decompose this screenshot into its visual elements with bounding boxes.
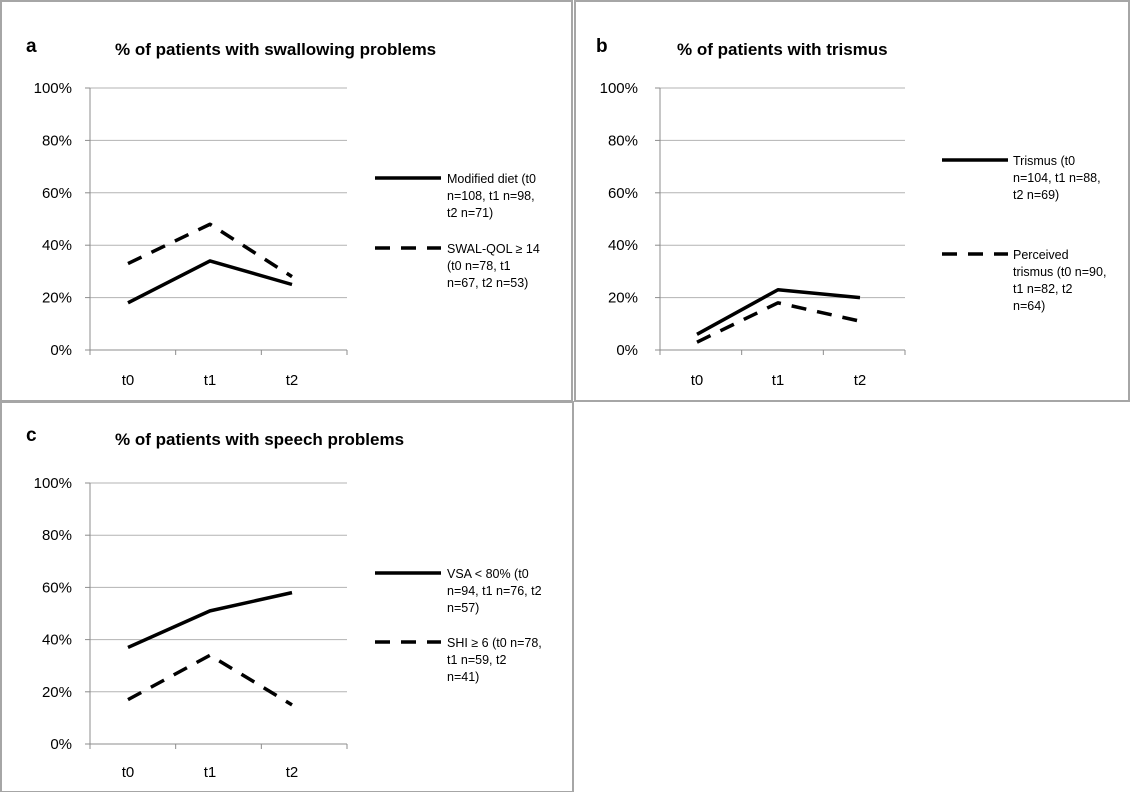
chart-title: % of patients with speech problems — [115, 430, 404, 449]
chart-title: % of patients with trismus — [677, 40, 888, 59]
legend-entry: Perceived trismus (t0 n=90, t1 n=82, t2 n=6… — [1013, 248, 1106, 313]
panel-b: b % of patients with trismus 0% 20% 40% 60% 80… — [574, 0, 1130, 402]
legend-line: SHI ≥ 6 (t0 n=78, — [447, 636, 542, 650]
y-tick-label: 60% — [42, 185, 72, 202]
legend-line: Perceived — [1013, 248, 1069, 262]
legend-line: trismus (t0 n=90, — [1013, 265, 1106, 279]
legend-line: Trismus (t0 — [1013, 154, 1075, 168]
legend-entry: VSA < 80% (t0 n=94, t1 n=76, t2 n=57) — [447, 567, 542, 615]
y-tick-label: 0% — [50, 342, 72, 359]
panel-letter: a — [26, 36, 37, 57]
x-tick-label: t2 — [854, 372, 867, 389]
y-tick-label: 80% — [42, 132, 72, 149]
legend-line: t2 n=69) — [1013, 188, 1059, 202]
panel-frame — [574, 0, 1130, 402]
series-line-solid — [127, 590, 293, 650]
panel-frame — [0, 401, 574, 792]
y-tick-label: 100% — [34, 475, 72, 492]
x-tick-label: t0 — [691, 372, 704, 389]
y-tick-label: 0% — [616, 342, 638, 359]
legend-line: n=104, t1 n=88, — [1013, 171, 1101, 185]
y-tick-label: 40% — [42, 632, 72, 649]
y-tick-label: 100% — [600, 80, 638, 97]
y-tick-label: 60% — [42, 579, 72, 596]
legend-line: t1 n=82, t2 — [1013, 282, 1072, 296]
series-line-solid — [696, 287, 861, 336]
series-line-dashed — [696, 301, 861, 344]
series-line-solid — [127, 259, 293, 305]
panel-c: c % of patients with speech problems 0% 20%… — [0, 401, 574, 792]
legend-line: VSA < 80% (t0 — [447, 567, 529, 581]
legend-line: n=41) — [447, 670, 479, 684]
y-tick-label: 20% — [608, 290, 638, 307]
series-line-dashed — [127, 222, 293, 279]
legend-line: SWAL-QOL ≥ 14 — [447, 242, 540, 256]
y-tick-label: 100% — [34, 80, 72, 97]
legend-entry: Trismus (t0 n=104, t1 n=88, t2 n=69) — [1013, 154, 1101, 202]
legend-line: n=67, t2 n=53) — [447, 276, 528, 290]
y-tick-label: 40% — [42, 237, 72, 254]
panel-letter: b — [596, 36, 608, 57]
legend-line: n=64) — [1013, 299, 1045, 313]
y-tick-label: 80% — [42, 527, 72, 544]
y-tick-label: 0% — [50, 736, 72, 753]
x-tick-label: t0 — [122, 372, 135, 389]
x-tick-label: t0 — [122, 764, 135, 781]
legend-line: n=94, t1 n=76, t2 — [447, 584, 542, 598]
y-tick-label: 20% — [42, 290, 72, 307]
legend-entry: Modified diet (t0 n=108, t1 n=98, t2 n=71) — [447, 172, 536, 220]
legend-line: t2 n=71) — [447, 206, 493, 220]
y-tick-label: 40% — [608, 237, 638, 254]
x-tick-label: t1 — [772, 372, 785, 389]
chart-title: % of patients with swallowing problems — [115, 40, 436, 59]
x-tick-label: t1 — [204, 764, 217, 781]
legend-entry: SHI ≥ 6 (t0 n=78, t1 n=59, t2 n=41) — [447, 636, 542, 684]
y-tick-label: 60% — [608, 185, 638, 202]
legend-line: t1 n=59, t2 — [447, 653, 506, 667]
y-tick-label: 20% — [42, 684, 72, 701]
x-tick-label: t2 — [286, 372, 299, 389]
legend-entry: SWAL-QOL ≥ 14 (t0 n=78, t1 n=67, t2 n=53) — [447, 242, 540, 290]
legend-line: n=108, t1 n=98, — [447, 189, 535, 203]
y-tick-label: 80% — [608, 132, 638, 149]
panel-a: a % of patients with swallowing problems 0… — [0, 0, 573, 402]
legend-line: n=57) — [447, 601, 479, 615]
legend-line: (t0 n=78, t1 — [447, 259, 511, 273]
x-tick-label: t2 — [286, 764, 299, 781]
x-tick-label: t1 — [204, 372, 217, 389]
panel-letter: c — [26, 425, 37, 446]
legend-line: Modified diet (t0 — [447, 172, 536, 186]
series-line-dashed — [127, 653, 293, 707]
